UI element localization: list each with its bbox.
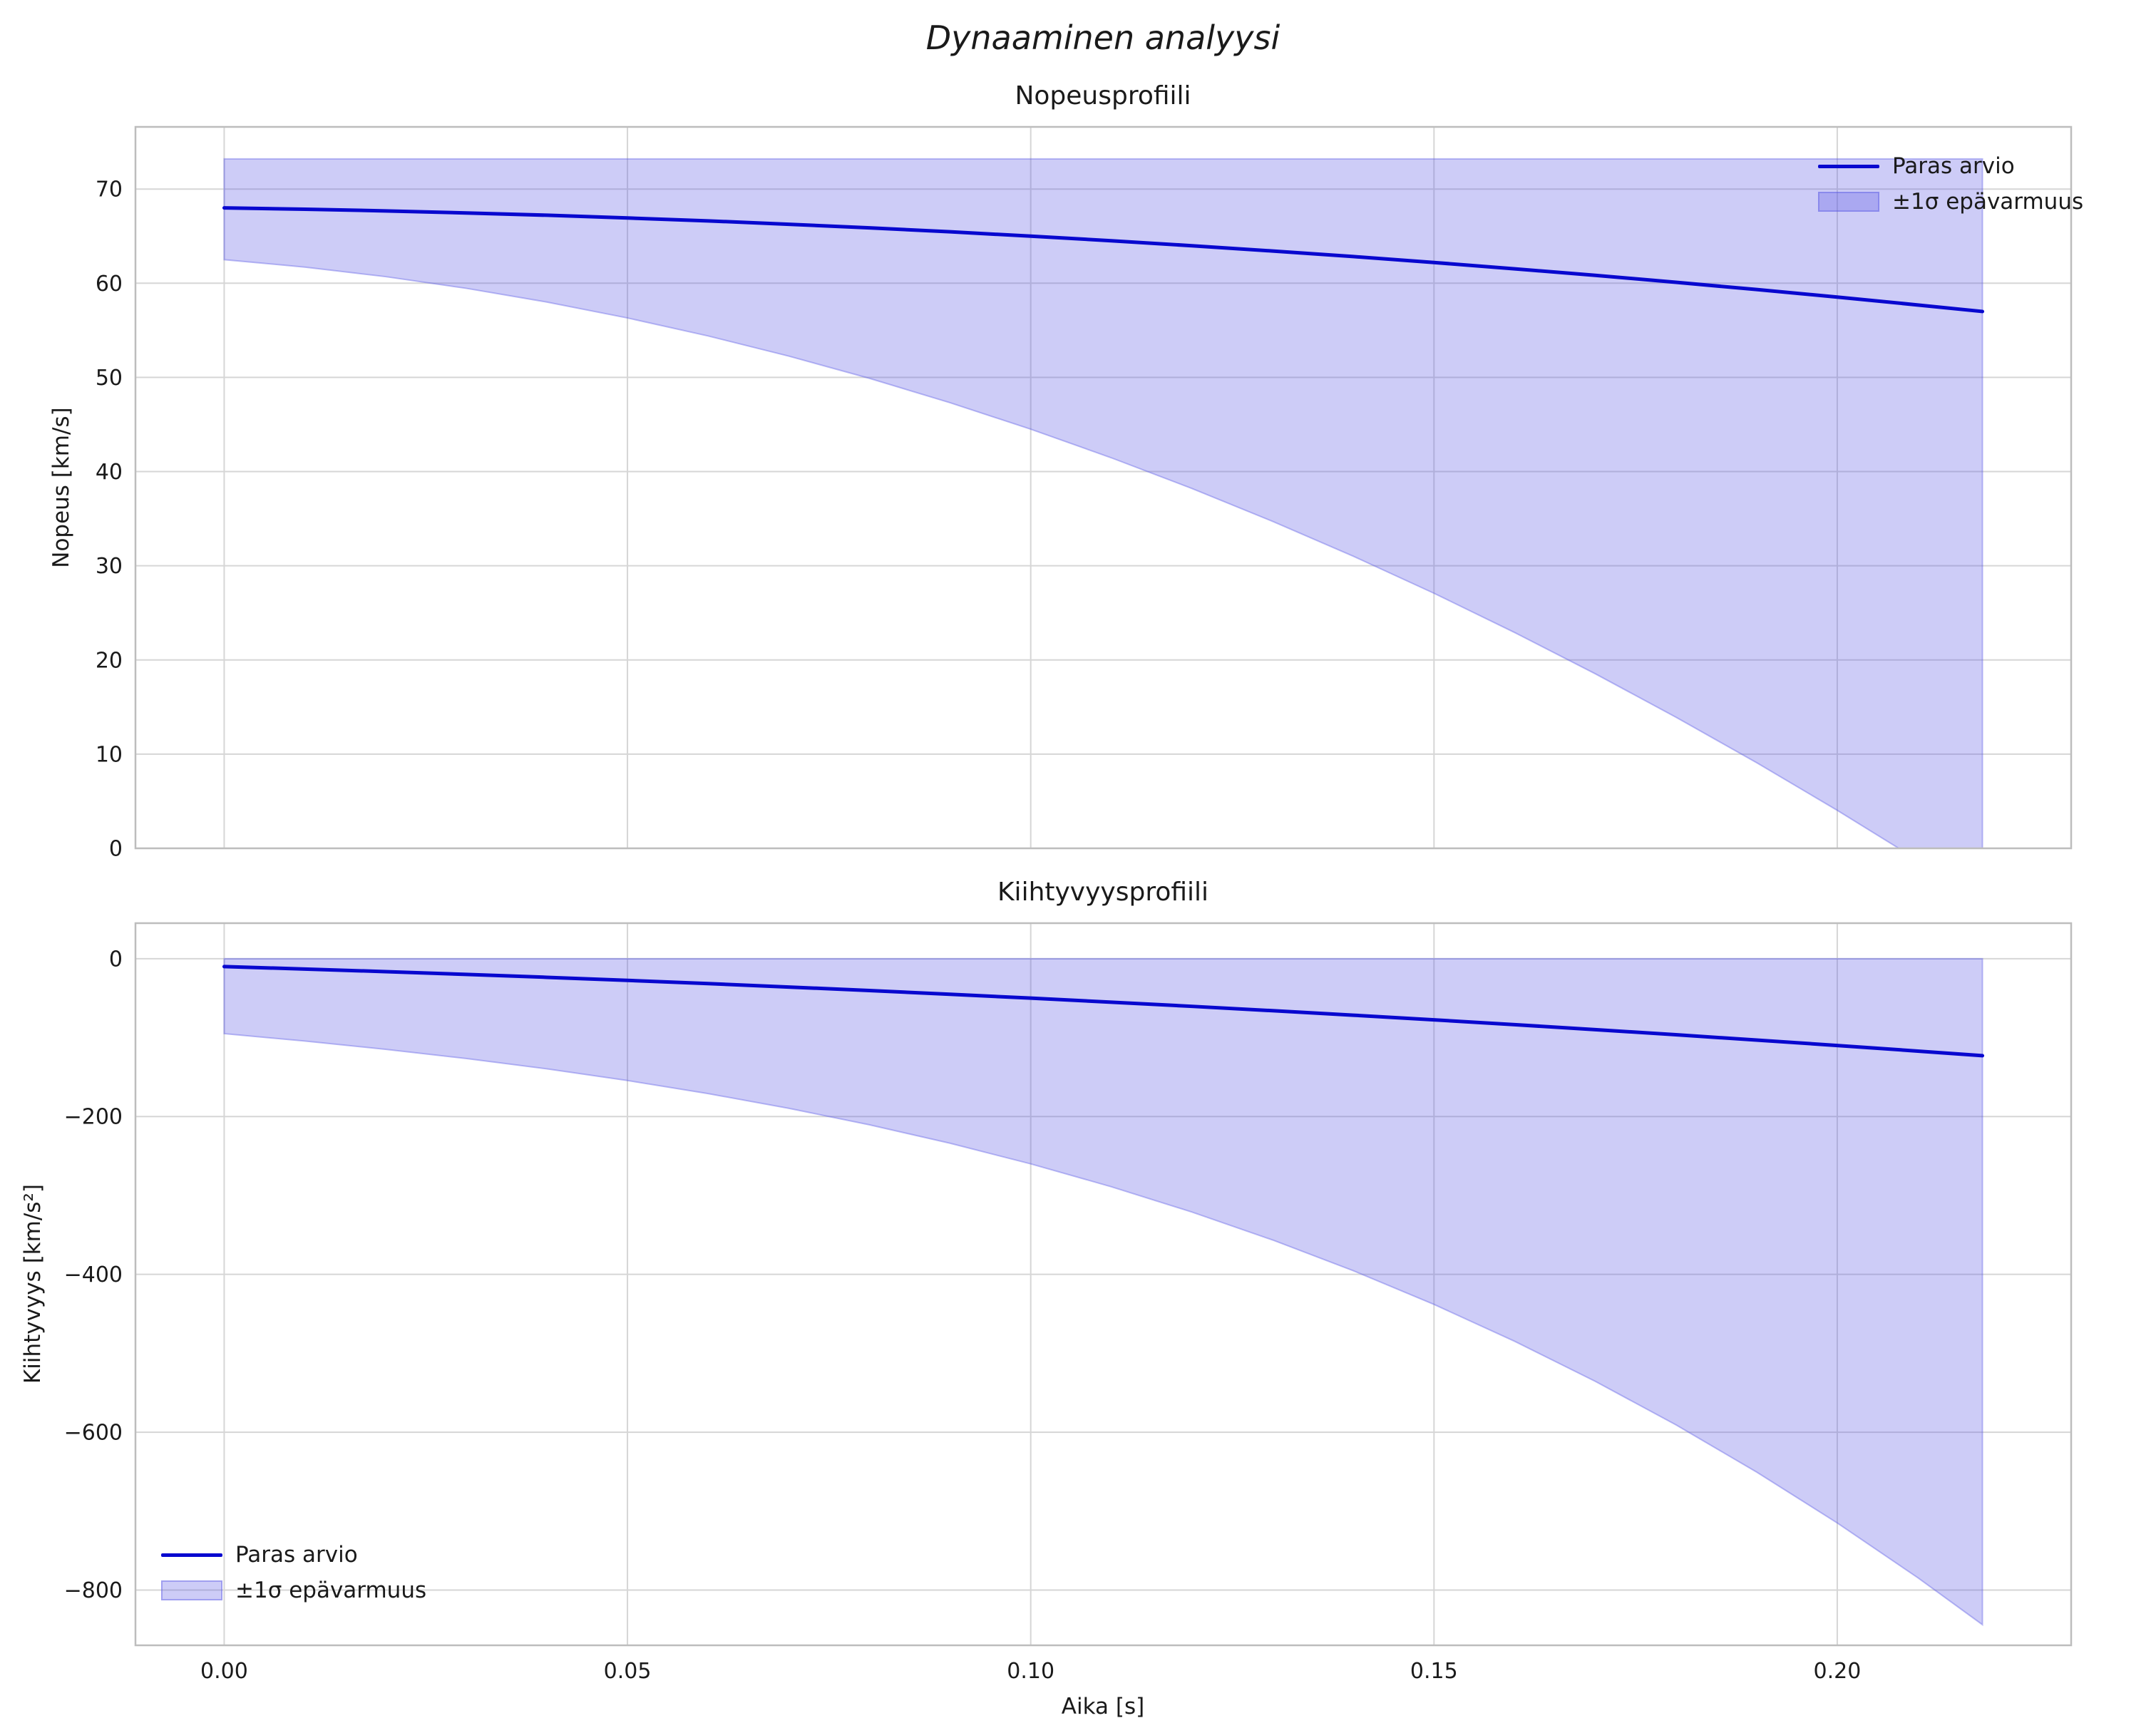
legend-label: ±1σ epävarmuus <box>1892 189 2084 215</box>
legend-entry-best-estimate: Paras arvio <box>161 1541 426 1568</box>
svg-text:−800: −800 <box>64 1578 123 1603</box>
band-swatch-icon <box>161 1580 222 1600</box>
uncertainty-band <box>223 158 1983 848</box>
tick-labels: 0 −200 −400 −600 −800 0.00 0.05 0.10 0.15 0.20 <box>64 947 1862 1684</box>
legend-entry-best-estimate: Paras arvio <box>1818 153 2083 180</box>
svg-text:20: 20 <box>96 648 123 673</box>
legend-acceleration: Paras arvio ±1σ epävarmuus <box>161 1541 426 1604</box>
subplot-1: 0 −200 −400 −600 −800 0.00 0.05 0.10 0.15 0.20 <box>64 922 2073 1684</box>
svg-text:−600: −600 <box>64 1421 123 1446</box>
svg-text:−200: −200 <box>64 1105 123 1130</box>
subplot-title-velocity: Nopeusprofiili <box>1015 81 1191 110</box>
line-swatch-icon <box>1818 164 1879 168</box>
axes-frame <box>134 125 2073 850</box>
band-swatch-icon <box>1818 192 1879 212</box>
svg-text:10: 10 <box>96 742 123 767</box>
plot-background <box>135 923 2071 1645</box>
legend-label: ±1σ epävarmuus <box>235 1578 427 1603</box>
tick-labels: 0 10 20 30 40 50 60 70 <box>96 178 123 862</box>
legend-entry-uncertainty: ±1σ epävarmuus <box>1818 188 2083 215</box>
svg-text:0: 0 <box>109 837 123 862</box>
best-estimate-line <box>222 206 1985 314</box>
svg-text:60: 60 <box>96 272 123 297</box>
legend-label: Paras arvio <box>235 1542 358 1568</box>
legend-entry-uncertainty: ±1σ epävarmuus <box>161 1577 426 1604</box>
svg-text:0.10: 0.10 <box>1007 1659 1054 1684</box>
legend-label: Paras arvio <box>1892 153 2015 179</box>
best-estimate-line <box>222 965 1985 1058</box>
svg-text:0.05: 0.05 <box>604 1659 652 1684</box>
axes-frame <box>134 922 2073 1647</box>
line-swatch-icon <box>161 1553 222 1557</box>
svg-text:50: 50 <box>96 366 123 391</box>
svg-text:0.20: 0.20 <box>1814 1659 1862 1684</box>
svg-text:−400: −400 <box>64 1262 123 1287</box>
svg-text:0: 0 <box>109 947 123 972</box>
svg-text:30: 30 <box>96 554 123 579</box>
plot-background <box>135 127 2071 848</box>
legend-velocity: Paras arvio ±1σ epävarmuus <box>1818 153 2083 215</box>
xlabel-time: Aika [s] <box>1061 1694 1145 1719</box>
svg-text:40: 40 <box>96 460 123 485</box>
gridlines <box>135 923 2071 1645</box>
svg-text:0.15: 0.15 <box>1410 1659 1458 1684</box>
svg-text:0.00: 0.00 <box>200 1659 248 1684</box>
subplot-0: 0 10 20 30 40 50 60 70 <box>96 125 2073 862</box>
svg-text:70: 70 <box>96 178 123 202</box>
subplot-title-acceleration: Kiihtyvyysprofiili <box>997 878 1209 907</box>
ylabel-acceleration: Kiihtyvyys [km/s²] <box>20 1183 46 1384</box>
gridlines <box>135 127 2071 849</box>
ylabel-velocity: Nopeus [km/s] <box>48 407 74 568</box>
figure-title: Dynaaminen analyysi <box>925 19 1280 57</box>
uncertainty-band <box>223 957 1983 1627</box>
